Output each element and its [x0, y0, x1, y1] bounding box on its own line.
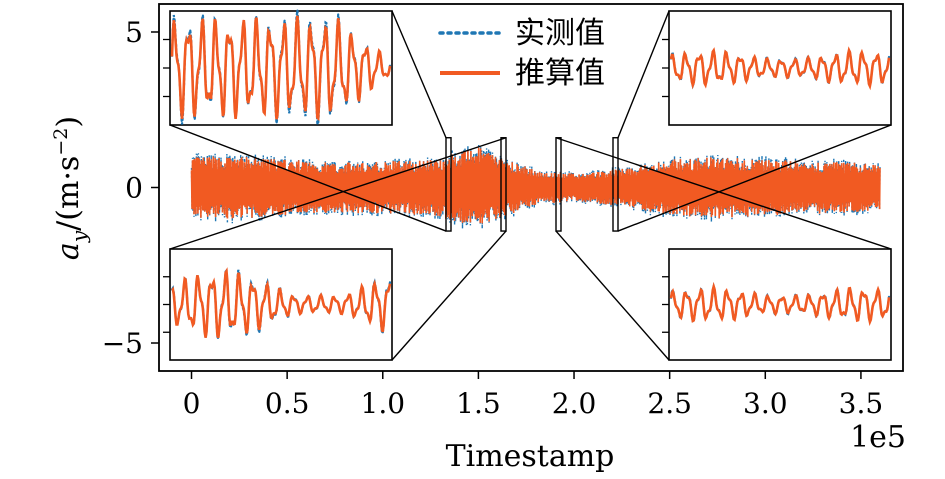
- y-tick-label: 0: [125, 172, 143, 205]
- zoom-box-bottom-left: [500, 137, 507, 232]
- inset-panels: [163, 9, 892, 361]
- inset-bottom-left: [163, 248, 393, 361]
- x-tick-label: 0: [183, 387, 201, 420]
- y-axis-unit-exponent: −2: [50, 128, 72, 156]
- connector-line: [169, 124, 447, 232]
- inset-bottom-right: [662, 248, 892, 361]
- legend-label-measured: 实测值: [515, 16, 605, 51]
- legend-label-estimated: 推算值: [515, 56, 605, 91]
- connector-line: [555, 230, 670, 361]
- x-tick-label: 0.5: [265, 387, 310, 420]
- x-tick-label: 1.0: [361, 387, 406, 420]
- inset-estimated-series: [170, 15, 392, 122]
- inset-estimated-series: [171, 267, 392, 339]
- zoom-region-boxes: [445, 137, 619, 232]
- y-tick-label: −5: [102, 327, 143, 360]
- x-tick-label: 3.0: [743, 387, 788, 420]
- zoom-box-top-right: [612, 137, 619, 232]
- connector-line: [617, 10, 670, 138]
- inset-frame: [668, 10, 892, 126]
- connector-line: [617, 124, 892, 232]
- connector-line: [169, 137, 507, 250]
- inset-estimated-series: [669, 46, 891, 91]
- x-axis-title: Timestamp: [446, 439, 615, 474]
- x-axis-ticks: 0 0.5 1.0 1.5 2.0 2.5 3.0 3.5: [183, 371, 884, 420]
- estimated-series: [190, 147, 881, 224]
- y-axis-unit-prefix: /(m·s: [51, 156, 86, 231]
- inset-top-right: [662, 10, 892, 126]
- y-axis-title: ay/(m·s−2): [50, 116, 91, 260]
- x-axis-offset-label: 1e5: [850, 420, 906, 455]
- x-tick-label: 2.0: [552, 387, 597, 420]
- x-tick-label: 1.5: [456, 387, 501, 420]
- zoom-box-bottom-right: [555, 137, 562, 232]
- connector-line: [391, 230, 507, 361]
- y-axis-subscript: y: [67, 230, 91, 243]
- y-axis-symbol: a: [51, 242, 86, 260]
- zoom-box-top-left: [445, 137, 452, 232]
- y-tick-label: 5: [125, 16, 143, 49]
- x-tick-label: 2.5: [647, 387, 692, 420]
- x-tick-label: 3.5: [839, 387, 884, 420]
- inset-estimated-series: [669, 281, 891, 327]
- main-signal: [190, 144, 881, 229]
- connector-line: [555, 137, 892, 250]
- zoom-connectors: [169, 10, 892, 361]
- connector-line: [391, 10, 447, 139]
- inset-top-left: [163, 9, 393, 128]
- y-axis-ticks: 5 0 −5: [102, 16, 159, 360]
- legend: 实测值 推算值: [438, 16, 605, 91]
- y-axis-unit-suffix: ): [51, 116, 86, 128]
